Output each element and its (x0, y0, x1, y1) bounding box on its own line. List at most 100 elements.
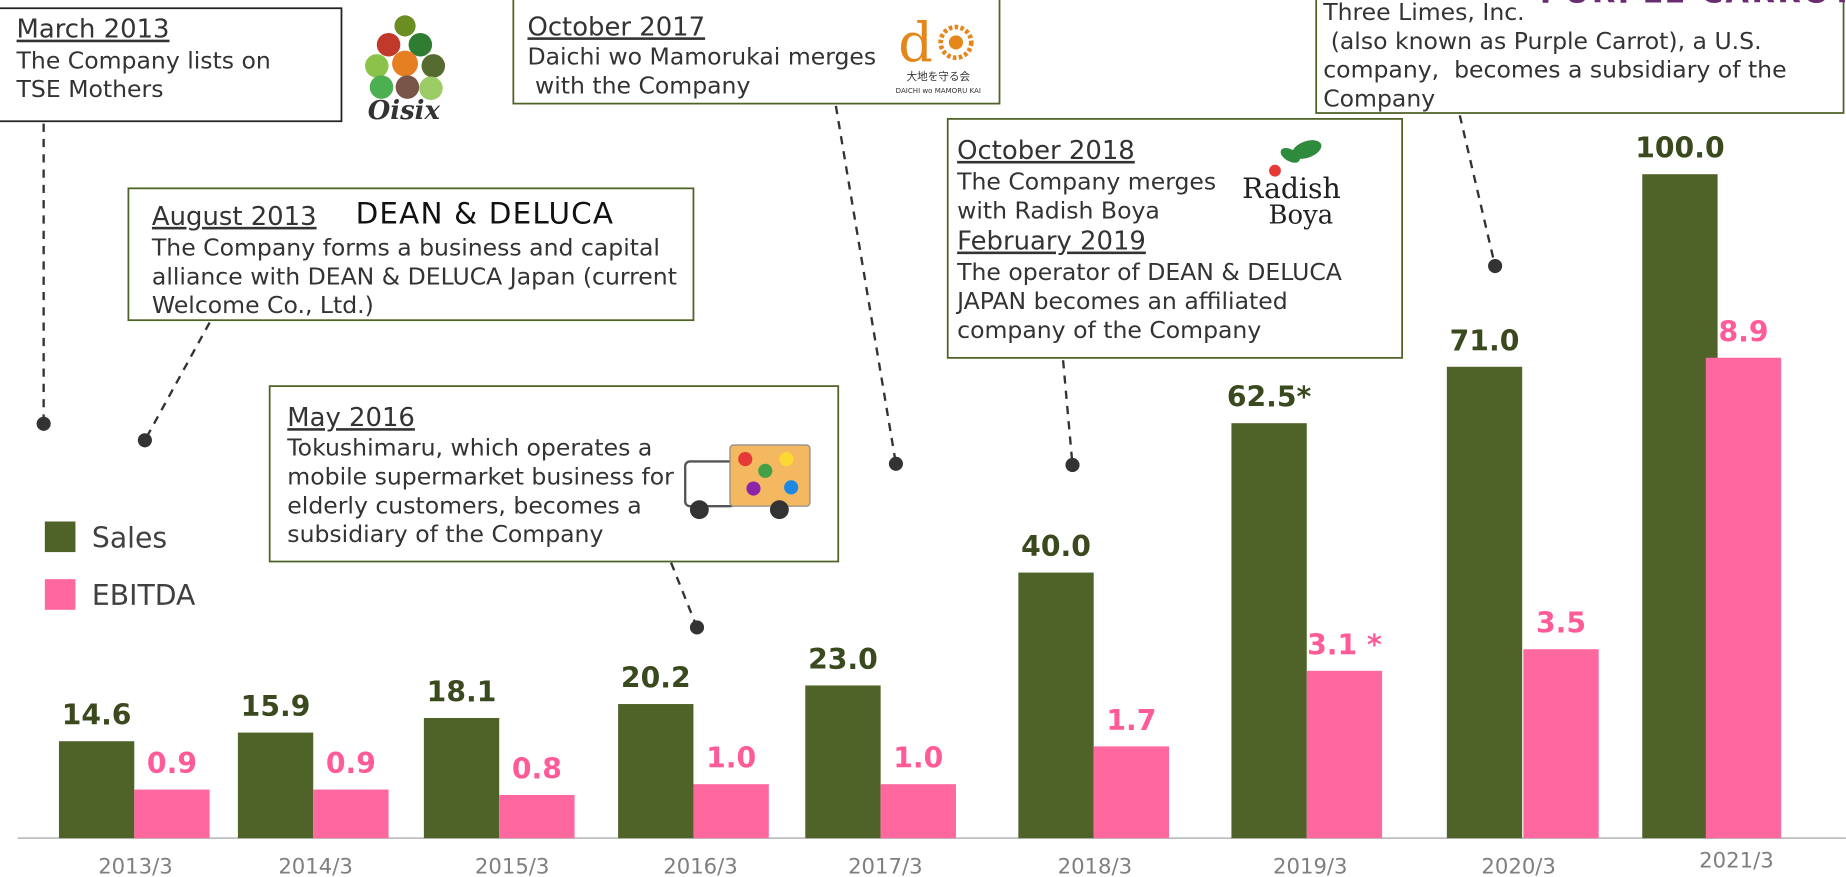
annotation-text: company of the Company (957, 316, 1261, 344)
logo-shape (422, 54, 446, 78)
value-label: 15.9 (241, 690, 311, 723)
bar (313, 790, 388, 839)
leader-dot (1488, 259, 1502, 273)
bar (134, 790, 209, 839)
bar (1523, 649, 1598, 838)
annotation-text: (also known as Purple Carrot), a U.S. (1323, 27, 1761, 55)
leader-dot (690, 620, 704, 634)
legend-label: Sales (92, 521, 167, 554)
annotation-text: mobile supermarket business for (287, 462, 674, 490)
logo-text: PURPLE CARROT (1540, 0, 1846, 10)
logo-text: DAICHI wo MAMORU KAI (896, 86, 981, 95)
logo-shape (365, 54, 389, 78)
logo-shape (738, 452, 752, 466)
value-label: 23.0 (808, 643, 878, 676)
bar (59, 741, 134, 838)
annotation-date: August 2013 (152, 202, 317, 232)
logo-text: d (898, 11, 933, 74)
logo-shape (784, 480, 798, 494)
value-label: 71.0 (1450, 324, 1520, 357)
bar (1706, 358, 1781, 838)
logo-text: Boya (1269, 201, 1334, 231)
bar (238, 733, 313, 839)
logo-shape (377, 33, 401, 57)
annotation-text: alliance with DEAN & DELUCA Japan (curre… (152, 262, 677, 290)
logo-shape (770, 500, 789, 519)
value-label: 0.9 (326, 747, 376, 780)
logo-shape (394, 15, 415, 36)
x-tick-label: 2021/3 (1699, 848, 1773, 873)
page: 2013/32014/32015/32016/32017/32018/32019… (0, 0, 1846, 877)
x-tick-label: 2019/3 (1273, 853, 1347, 877)
annotation-date: October 2017 (527, 12, 705, 42)
logo-shape (690, 500, 709, 519)
x-tick-label: 2016/3 (663, 853, 737, 877)
x-tick-label: 2013/3 (98, 853, 172, 877)
leader-line (1063, 360, 1072, 465)
annotation-text: Company (1323, 85, 1435, 113)
bar (499, 795, 574, 838)
x-tick-label: 2015/3 (475, 853, 549, 877)
legend-swatch (45, 521, 76, 552)
logo-text: DEAN & DELUCA (356, 197, 615, 231)
leader-line (145, 323, 210, 441)
value-label: 14.6 (62, 699, 132, 732)
annotation-text: with Radish Boya (957, 196, 1160, 224)
bar (1094, 746, 1169, 838)
logo-text: 大地を守る会 (907, 70, 971, 83)
x-tick-label: 2017/3 (848, 853, 922, 877)
logo-shape (685, 461, 734, 506)
logo-text: Oisix (368, 96, 441, 126)
annotation-text: company, becomes a subsidiary of the (1323, 56, 1786, 84)
value-label: 0.8 (512, 752, 562, 785)
leader-dot (138, 433, 152, 447)
chart: 2013/32014/32015/32016/32017/32018/32019… (0, 0, 1846, 877)
bar (1307, 671, 1382, 838)
logo-shape (392, 51, 418, 77)
annotation-date: February 2019 (957, 227, 1146, 257)
annotation-text: Welcome Co., Ltd.) (152, 291, 374, 319)
annotation-date: May 2016 (287, 403, 415, 433)
annotation-text: The Company merges (956, 168, 1216, 196)
logo-shape (779, 452, 793, 466)
bar (1231, 423, 1306, 838)
value-label: 62.5* (1227, 381, 1312, 414)
bar (1447, 367, 1522, 838)
leader-dot (37, 417, 51, 431)
value-label: 20.2 (621, 662, 691, 695)
legend-swatch (45, 579, 76, 610)
bar (1018, 573, 1093, 839)
value-label: 40.0 (1021, 530, 1091, 563)
annotation-text: JAPAN becomes an affiliated (955, 287, 1287, 315)
leader-line (836, 106, 896, 464)
logo-shape (746, 481, 760, 495)
annotation-date: October 2018 (957, 136, 1135, 166)
annotation-text: TSE Mothers (16, 75, 164, 103)
value-label: 100.0 (1635, 132, 1724, 165)
legend-label: EBITDA (92, 579, 196, 612)
leader-dot (889, 457, 903, 471)
annotation-text: with the Company (527, 72, 750, 100)
bar (805, 685, 880, 838)
bar (881, 784, 956, 838)
value-label: 8.9 (1718, 315, 1768, 348)
logo-shape (758, 464, 772, 478)
x-tick-label: 2014/3 (278, 853, 352, 877)
bar (424, 718, 499, 838)
bar (693, 784, 768, 838)
value-label: 18.1 (427, 676, 497, 709)
value-label: 3.5 (1536, 607, 1586, 640)
leader-dot (1065, 458, 1079, 472)
annotation-text: The Company lists on (16, 46, 271, 74)
value-label: 1.0 (706, 742, 756, 775)
value-label: 3.1 * (1307, 628, 1382, 661)
leader-line (1460, 115, 1495, 266)
annotation-text: Daichi wo Mamorukai merges (527, 43, 876, 71)
bar (618, 704, 693, 838)
annotation-date: March 2013 (17, 15, 170, 45)
annotation-text: subsidiary of the Company (287, 520, 603, 548)
annotation-text: elderly customers, becomes a (287, 491, 641, 519)
value-label: 0.9 (147, 747, 197, 780)
logo-shape (949, 35, 963, 49)
value-label: 1.0 (893, 742, 943, 775)
